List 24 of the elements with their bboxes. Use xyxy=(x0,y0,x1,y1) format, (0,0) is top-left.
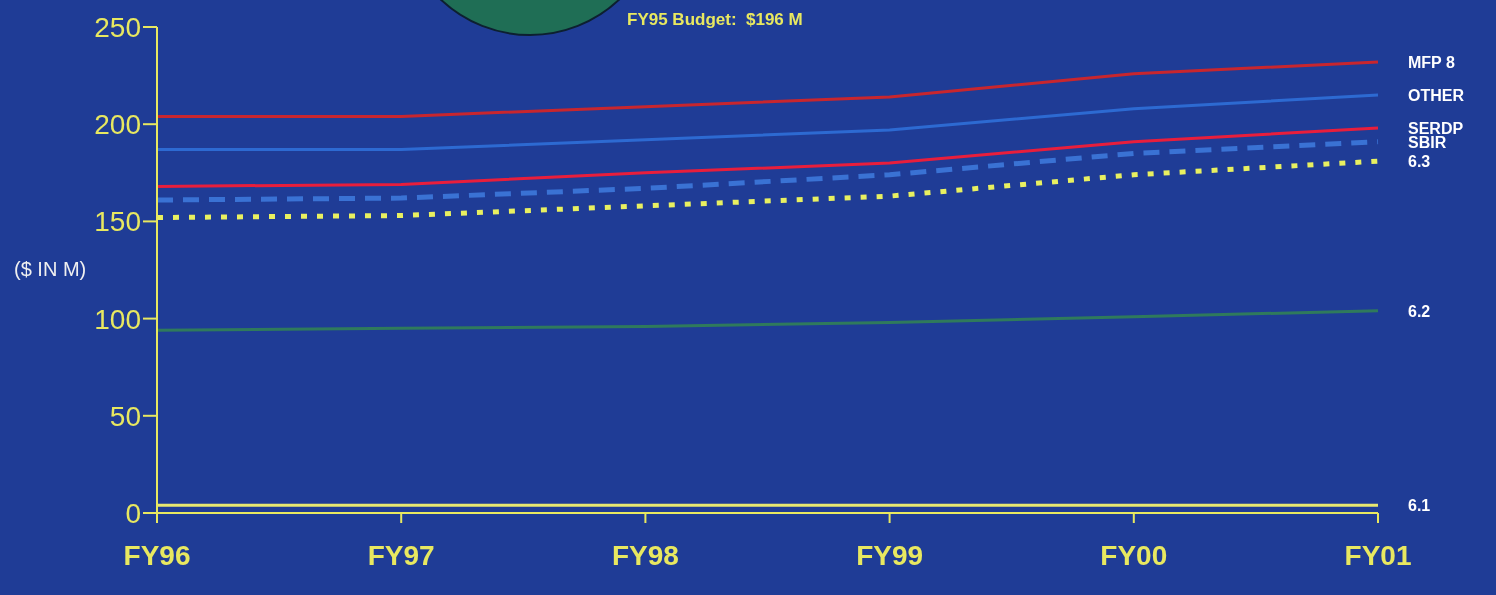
line-series xyxy=(155,126,1380,188)
line-series xyxy=(155,60,1380,118)
x-tick-label: FY99 xyxy=(856,539,924,571)
y-tick-label: 200 xyxy=(94,109,141,141)
y-tick-label: 50 xyxy=(109,400,141,432)
x-tick-label: FY97 xyxy=(367,539,435,571)
y-tick-label: 250 xyxy=(94,11,141,43)
x-tick-label: FY00 xyxy=(1100,539,1168,571)
series-label: SBIR xyxy=(1408,133,1447,151)
line-series xyxy=(155,93,1380,151)
series-label: 6.1 xyxy=(1408,497,1431,515)
x-tick-label: FY01 xyxy=(1344,539,1412,571)
y-axis-title: ($ IN M) xyxy=(14,258,87,281)
y-tick-label: 100 xyxy=(94,303,141,335)
x-tick-label: FY98 xyxy=(611,539,679,571)
series-label: 6.2 xyxy=(1408,302,1431,320)
series-label: 6.3 xyxy=(1408,153,1431,171)
line-series xyxy=(155,309,1380,332)
y-tick-label: 0 xyxy=(125,497,141,529)
y-tick-label: 150 xyxy=(94,206,141,238)
series-label: OTHER xyxy=(1408,87,1465,105)
annotation: FY95 Budget: $196 M xyxy=(627,10,803,30)
series-label: MFP 8 xyxy=(1408,53,1455,71)
x-tick-label: FY96 xyxy=(123,539,191,571)
